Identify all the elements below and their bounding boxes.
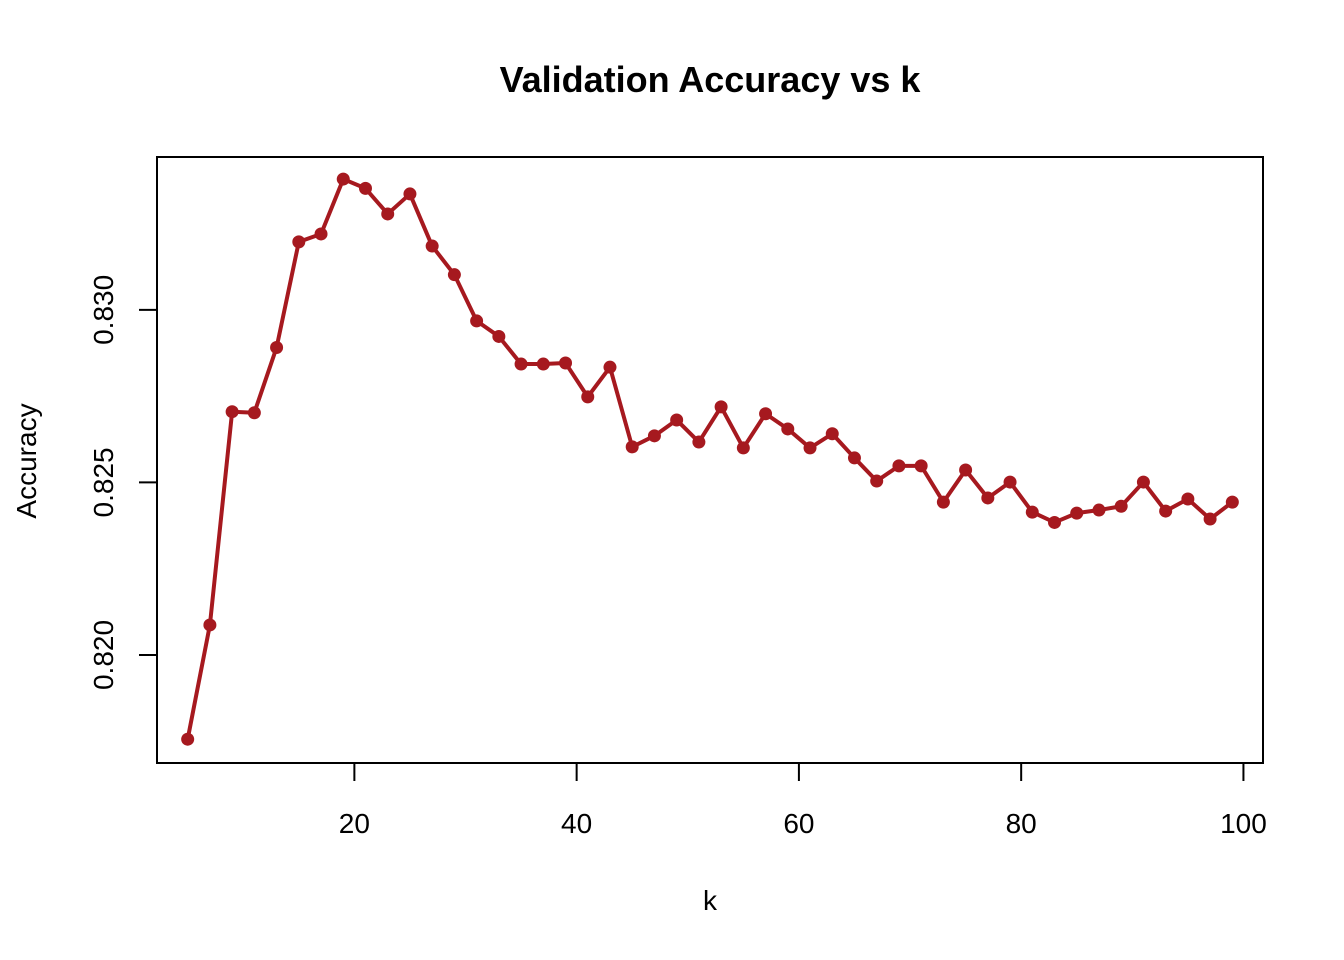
data-point [1114, 499, 1128, 513]
x-tick-label: 100 [1220, 808, 1267, 839]
data-point [1225, 495, 1239, 509]
data-point [670, 413, 684, 427]
data-point [447, 268, 461, 282]
y-tick-label: 0.820 [88, 620, 119, 690]
data-point [581, 390, 595, 404]
data-point [1025, 505, 1039, 519]
data-point [559, 356, 573, 370]
data-point [825, 427, 839, 441]
data-point [536, 357, 550, 371]
x-axis: 20 40 60 80 100 [339, 762, 1267, 839]
series-line [185, 177, 1234, 740]
data-point [470, 314, 484, 328]
series-layer [181, 172, 1239, 746]
data-point [959, 463, 973, 477]
data-point [225, 405, 239, 419]
data-point [381, 207, 395, 221]
data-point [692, 435, 706, 449]
data-point [514, 357, 528, 371]
data-point [181, 732, 195, 746]
data-point [1003, 475, 1017, 489]
data-point [847, 451, 861, 465]
data-point [403, 187, 417, 201]
data-point [781, 422, 795, 436]
data-point [736, 441, 750, 455]
y-tick-label: 0.825 [88, 447, 119, 517]
data-point [1159, 504, 1173, 518]
data-point [1136, 475, 1150, 489]
y-tick-label: 0.830 [88, 275, 119, 345]
data-point [203, 618, 217, 632]
data-point [870, 474, 884, 488]
data-point [1181, 492, 1195, 506]
data-point [1048, 515, 1062, 529]
y-axis: 0.820 0.825 0.830 [88, 275, 158, 690]
data-point [1203, 512, 1217, 526]
data-point [936, 495, 950, 509]
x-axis-label: k [703, 885, 718, 916]
data-point [625, 440, 639, 454]
data-point [759, 407, 773, 421]
data-point [603, 360, 617, 374]
data-point [714, 400, 728, 414]
chart-title: Validation Accuracy vs k [500, 59, 922, 100]
data-point [247, 406, 261, 420]
data-point [1092, 503, 1106, 517]
data-point [1070, 506, 1084, 520]
data-point [292, 235, 306, 249]
data-point [981, 491, 995, 505]
data-point [358, 181, 372, 195]
data-point [425, 239, 439, 253]
data-point [914, 459, 928, 473]
data-point [647, 429, 661, 443]
x-tick-label: 60 [783, 808, 814, 839]
data-point [892, 459, 906, 473]
x-tick-label: 40 [561, 808, 592, 839]
data-point [492, 329, 506, 343]
data-point [270, 341, 284, 354]
data-point [314, 227, 328, 241]
x-tick-label: 80 [1006, 808, 1037, 839]
x-tick-label: 20 [339, 808, 370, 839]
plot-frame [156, 156, 1264, 764]
data-point [803, 441, 817, 455]
data-point [336, 172, 350, 186]
y-axis-label: Accuracy [11, 403, 42, 518]
